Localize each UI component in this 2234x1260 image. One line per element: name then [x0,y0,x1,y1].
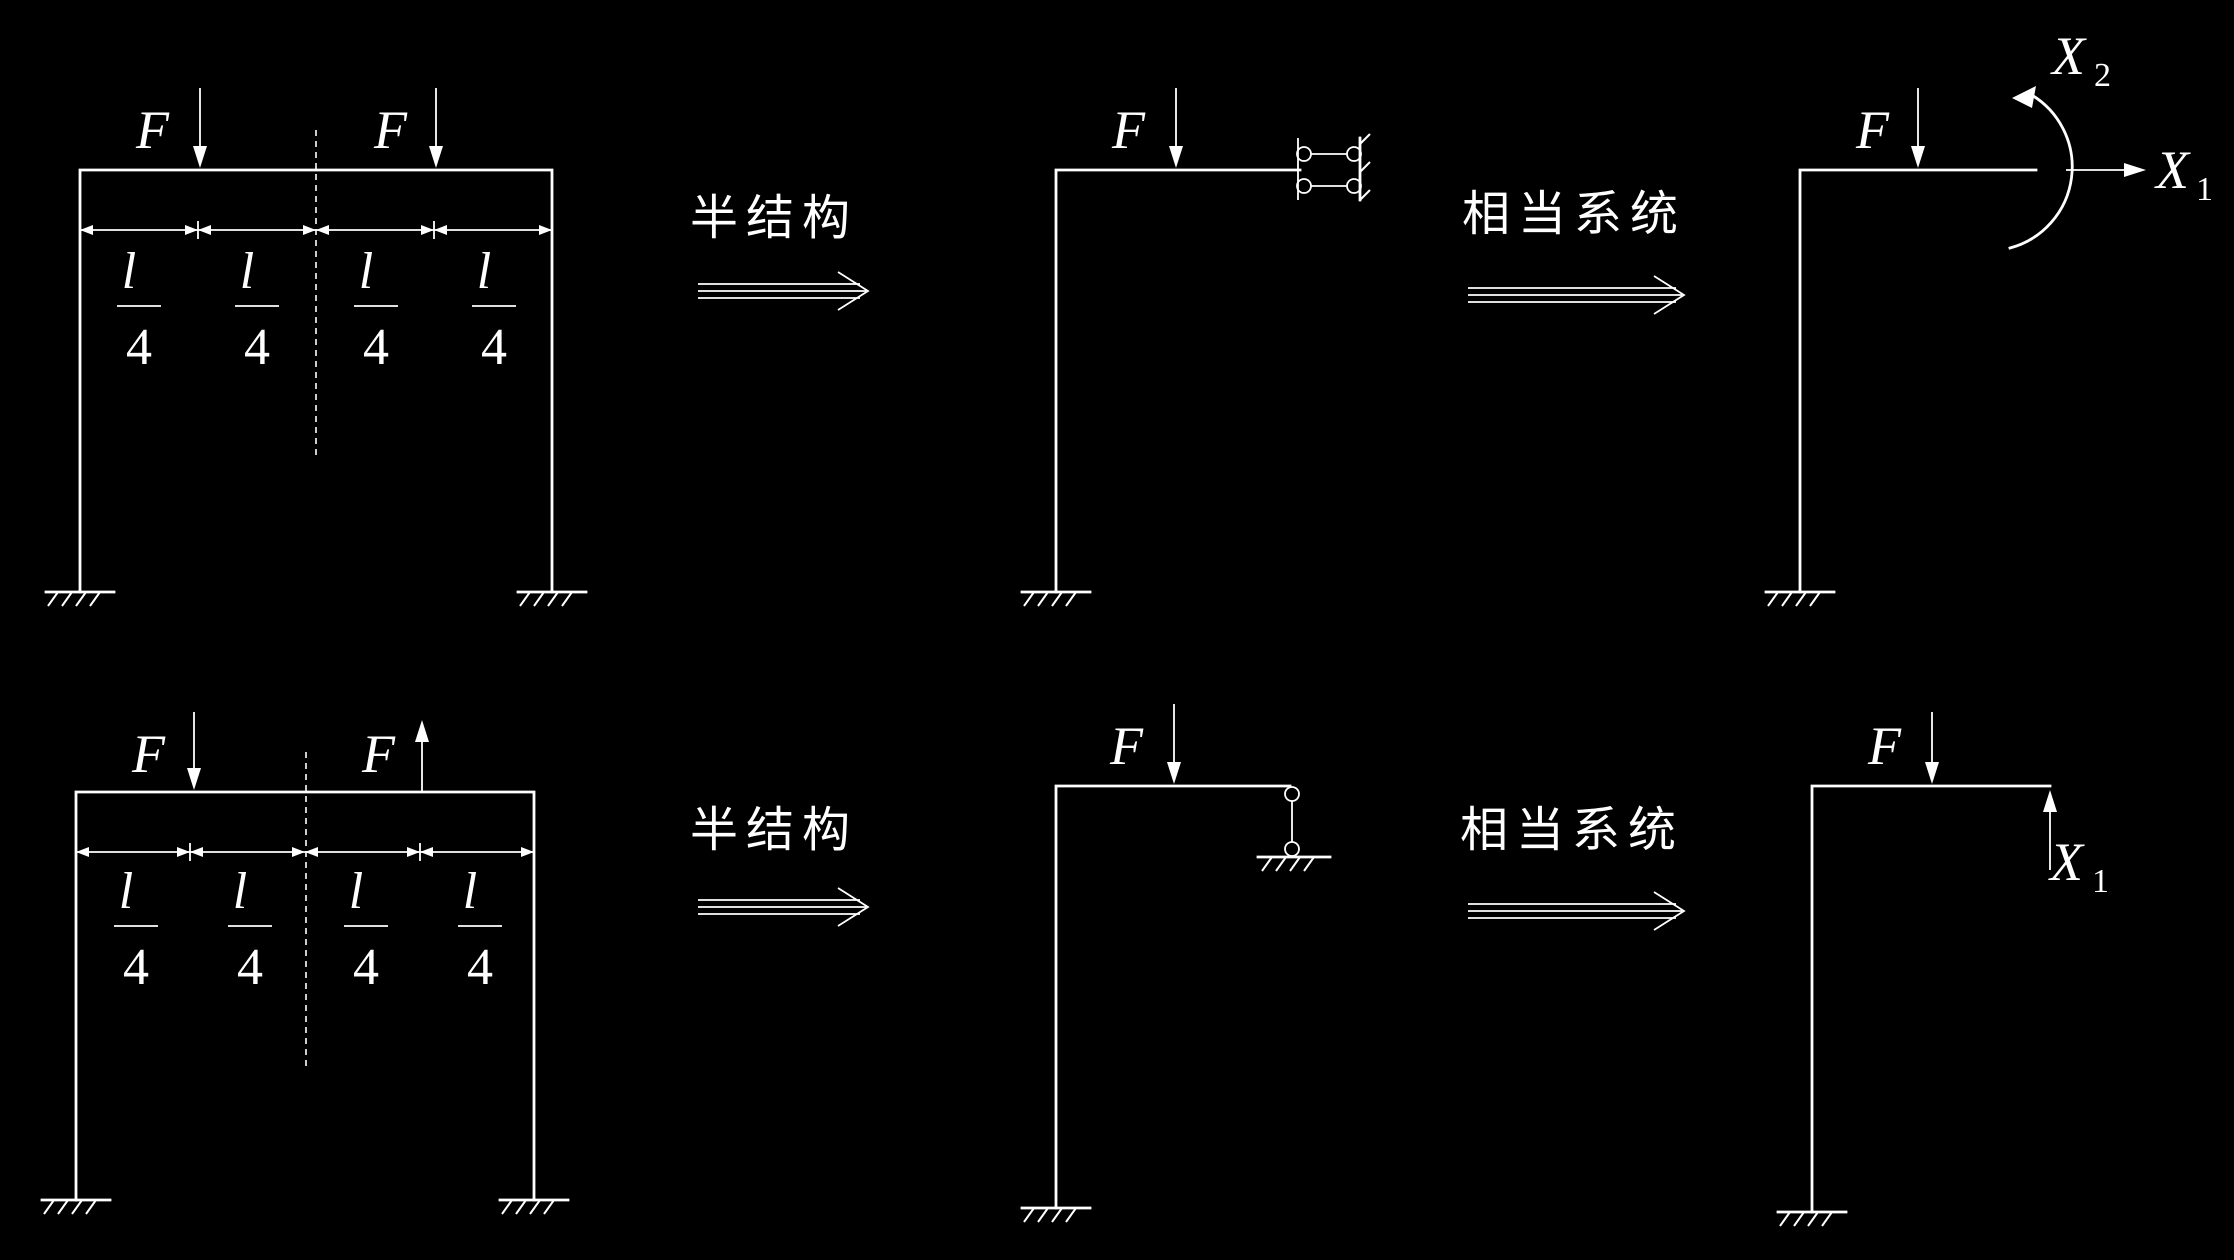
force-label: F [135,100,170,160]
force-label: F [1855,100,1890,160]
dimension-fraction: l 4 [354,243,398,376]
transform-arrow: 半结构 [690,802,870,927]
svg-text:X: X [2048,832,2085,892]
force-label: F [361,724,396,784]
svg-text:4: 4 [467,939,493,996]
svg-text:l: l [122,243,136,300]
load-arrow [187,712,201,790]
svg-text:4: 4 [244,319,270,376]
half-structure-symmetric: F [1020,88,1371,608]
transform-arrow: 相当系统 [1460,802,1686,931]
svg-text:l: l [119,863,133,920]
x1-label: X 1 [2048,832,2109,900]
dimension-fraction: l 4 [114,863,158,996]
svg-text:l: l [463,863,477,920]
dimension-line [80,221,552,239]
frame-symmetric: F F l 4 l 4 l 4 [44,88,588,608]
equivalent-system-antisymmetric: F X 1 [1776,712,2109,1228]
frame-antisymmetric: F F l 4 l 4 l 4 [40,712,570,1216]
sliding-support [1296,133,1371,202]
load-arrow [1925,712,1939,784]
load-arrow [1911,88,1925,168]
force-label: F [1109,716,1144,776]
equivalent-system-symmetric: F X 2 X 1 [1764,26,2213,608]
x1-label: X 1 [2154,140,2213,208]
transform-arrow: 相当系统 [1462,186,1686,315]
dimension-line [76,843,534,861]
moment-arrow [2008,86,2074,250]
dimension-fraction: l 4 [458,863,502,996]
load-arrow [193,88,207,168]
svg-text:4: 4 [481,319,507,376]
svg-text:2: 2 [2094,57,2111,94]
dimension-fraction: l 4 [228,863,272,996]
svg-text:4: 4 [237,939,263,996]
svg-text:l: l [240,243,254,300]
transform-arrow: 半结构 [690,190,870,311]
link-support [1256,786,1332,872]
dimension-fraction: l 4 [344,863,388,996]
svg-text:4: 4 [353,939,379,996]
dimension-fraction: l 4 [235,243,279,376]
half-structure-label: 半结构 [690,190,858,246]
force-label: F [131,724,166,784]
svg-text:4: 4 [123,939,149,996]
svg-text:l: l [477,243,491,300]
svg-text:4: 4 [363,319,389,376]
svg-text:l: l [349,863,363,920]
svg-text:l: l [359,243,373,300]
dimension-fraction: l 4 [472,243,516,376]
svg-text:1: 1 [2196,171,2213,208]
load-arrow-up [415,720,429,792]
svg-text:1: 1 [2092,863,2109,900]
half-structure-antisymmetric: F [1020,704,1332,1224]
force-label: F [373,100,408,160]
x2-label: X 2 [2050,26,2111,94]
svg-text:4: 4 [126,319,152,376]
vertical-force-arrow [2043,790,2057,870]
svg-text:l: l [233,863,247,920]
equivalent-system-label: 相当系统 [1462,186,1686,242]
force-label: F [1867,716,1902,776]
horizontal-force-arrow [2066,163,2146,177]
load-arrow [429,88,443,168]
dimension-fraction: l 4 [117,243,161,376]
load-arrow [1167,704,1181,784]
load-arrow [1169,88,1183,168]
force-label: F [1111,100,1146,160]
half-structure-label: 半结构 [690,802,858,858]
svg-text:X: X [2154,140,2191,200]
equivalent-system-label: 相当系统 [1460,802,1684,858]
svg-text:X: X [2050,26,2087,86]
